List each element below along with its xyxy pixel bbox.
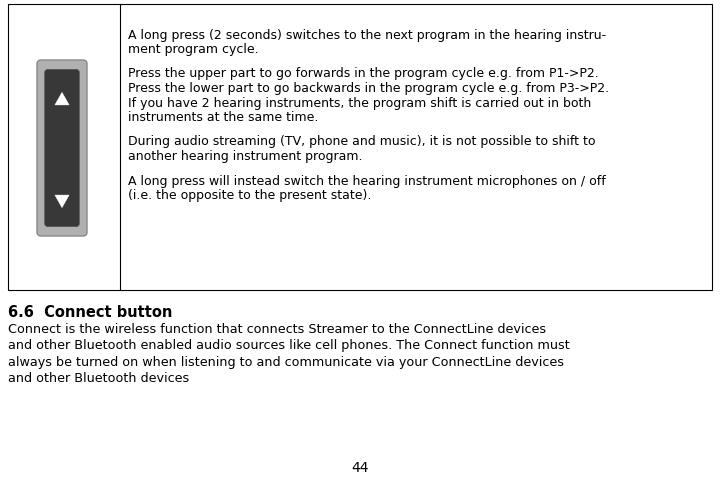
Text: another hearing instrument program.: another hearing instrument program. (128, 150, 362, 163)
Text: 44: 44 (351, 461, 369, 475)
Text: Press the lower part to go backwards in the program cycle e.g. from P3->P2.: Press the lower part to go backwards in … (128, 82, 609, 95)
Text: If you have 2 hearing instruments, the program shift is carried out in both: If you have 2 hearing instruments, the p… (128, 97, 591, 109)
Text: Connect is the wireless function that connects Streamer to the ConnectLine devic: Connect is the wireless function that co… (8, 323, 546, 336)
Polygon shape (55, 195, 69, 208)
Text: and other Bluetooth enabled audio sources like cell phones. The Connect function: and other Bluetooth enabled audio source… (8, 340, 570, 352)
Text: (i.e. the opposite to the present state).: (i.e. the opposite to the present state)… (128, 189, 372, 202)
Text: During audio streaming (TV, phone and music), it is not possible to shift to: During audio streaming (TV, phone and mu… (128, 136, 595, 149)
Text: ment program cycle.: ment program cycle. (128, 43, 258, 56)
Text: 6.6  Connect button: 6.6 Connect button (8, 305, 172, 320)
Text: instruments at the same time.: instruments at the same time. (128, 111, 318, 124)
Bar (8, 4, 712, 290)
Polygon shape (55, 92, 69, 105)
Text: always be turned on when listening to and communicate via your ConnectLine devic: always be turned on when listening to an… (8, 356, 564, 369)
Text: and other Bluetooth devices: and other Bluetooth devices (8, 372, 189, 385)
Text: A long press will instead switch the hearing instrument microphones on / off: A long press will instead switch the hea… (128, 174, 606, 188)
FancyBboxPatch shape (45, 69, 79, 226)
FancyBboxPatch shape (37, 60, 87, 236)
Text: A long press (2 seconds) switches to the next program in the hearing instru-: A long press (2 seconds) switches to the… (128, 29, 606, 41)
Text: Press the upper part to go forwards in the program cycle e.g. from P1->P2.: Press the upper part to go forwards in t… (128, 68, 599, 81)
